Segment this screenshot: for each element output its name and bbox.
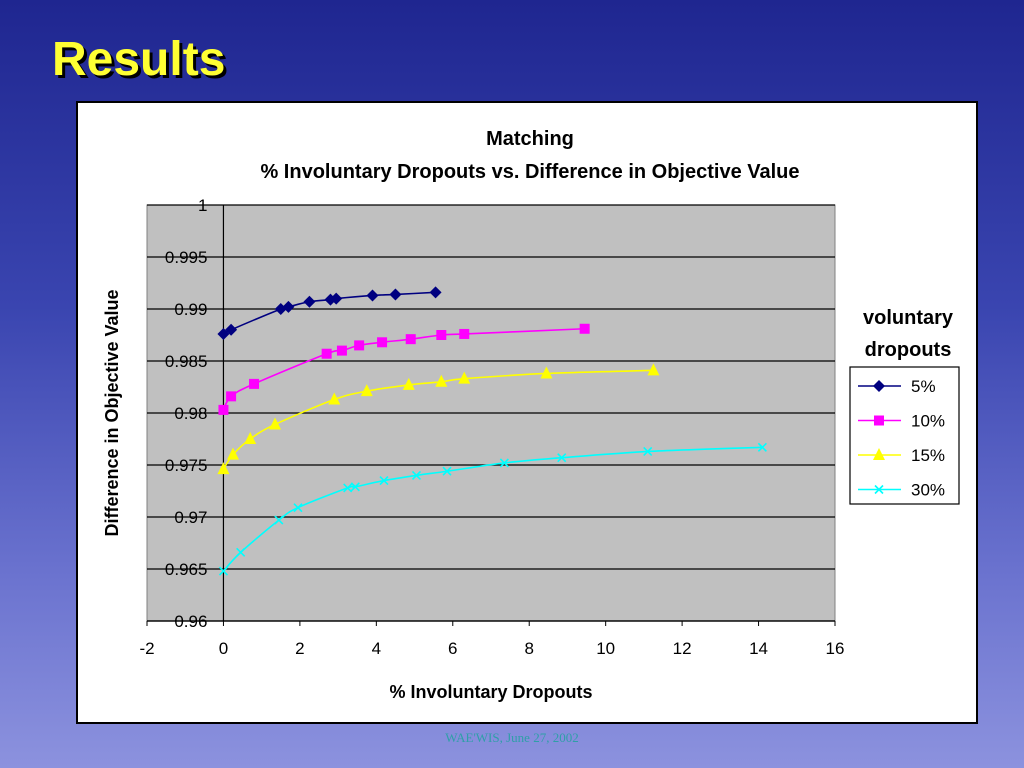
data-point — [377, 337, 388, 348]
legend-marker — [873, 448, 885, 460]
chart-svg: Matching % Involuntary Dropouts vs. Diff… — [102, 128, 960, 702]
data-point — [389, 288, 402, 301]
x-axis-label: % Involuntary Dropouts — [389, 682, 592, 702]
legend-box — [849, 366, 960, 505]
legend-title-line1: voluntary — [863, 307, 954, 329]
data-point — [757, 442, 767, 452]
x-tick-label: 6 — [448, 639, 457, 658]
data-point — [336, 345, 347, 356]
data-point — [459, 328, 470, 339]
data-point — [411, 470, 422, 480]
data-point — [249, 378, 260, 389]
data-point — [647, 363, 660, 376]
x-tick-label: 0 — [219, 639, 228, 658]
data-point — [350, 482, 360, 492]
data-point — [293, 503, 303, 513]
data-point — [557, 453, 567, 463]
y-tick-label: 1 — [198, 196, 207, 215]
data-point — [435, 374, 448, 387]
y-tick-label: 0.99 — [174, 300, 207, 319]
data-point — [218, 566, 229, 576]
data-point — [402, 377, 415, 390]
x-tick-label: 2 — [295, 639, 304, 658]
data-point — [499, 458, 509, 468]
y-axis-label: Difference in Objective Value — [102, 289, 122, 536]
x-tick-label: 14 — [749, 639, 768, 658]
data-point — [579, 323, 590, 334]
legend-label: 30% — [911, 481, 945, 500]
series-line — [222, 291, 436, 335]
data-point — [354, 340, 365, 351]
series-group — [217, 286, 767, 576]
data-point — [303, 295, 316, 308]
chart-title: Matching — [486, 128, 574, 150]
x-tick-label: -2 — [139, 639, 154, 658]
x-tick-label: 4 — [372, 639, 381, 658]
data-point — [429, 286, 442, 299]
legend-items: 5% 10% 15% 30% — [858, 377, 945, 500]
data-point — [225, 323, 238, 336]
data-point — [321, 348, 332, 359]
legend-label: 15% — [911, 446, 945, 465]
data-point — [244, 432, 257, 444]
y-tick-label: 0.975 — [165, 456, 208, 475]
slide-footer: WAE'WIS, June 27, 2002 — [445, 730, 579, 745]
data-point — [343, 483, 353, 493]
x-tick-label: 16 — [826, 639, 845, 658]
data-point — [218, 404, 229, 415]
y-tick-label: 0.97 — [174, 508, 207, 527]
data-point — [226, 391, 237, 402]
legend-label: 5% — [911, 377, 936, 396]
data-point — [330, 292, 343, 305]
data-point — [328, 392, 341, 405]
y-tick-label: 0.985 — [165, 352, 208, 371]
data-point — [274, 515, 284, 525]
data-point — [217, 462, 230, 475]
data-point — [227, 447, 239, 460]
slide-title: Results — [52, 33, 226, 86]
legend-marker — [874, 484, 884, 495]
chart-frame: Matching % Involuntary Dropouts vs. Diff… — [76, 101, 978, 724]
data-point — [436, 330, 447, 340]
x-tick-label: 10 — [596, 639, 615, 658]
data-point — [458, 371, 471, 384]
data-point — [236, 547, 246, 557]
y-tick-label: 0.98 — [174, 404, 207, 423]
data-point — [379, 476, 389, 486]
data-point — [643, 446, 653, 457]
data-point — [269, 417, 282, 430]
y-tick-label: 0.965 — [165, 560, 208, 579]
data-point — [360, 384, 373, 397]
data-point — [282, 300, 295, 313]
data-point — [442, 466, 452, 476]
x-tick-label: 8 — [524, 639, 533, 658]
legend-marker — [874, 415, 884, 426]
x-tick-label: 12 — [673, 639, 692, 658]
data-point — [366, 289, 379, 302]
legend-marker — [873, 380, 885, 392]
data-point — [540, 366, 553, 379]
y-tick-label: 0.995 — [165, 248, 208, 267]
legend-label: 10% — [911, 412, 945, 431]
chart-subtitle: % Involuntary Dropouts vs. Difference in… — [260, 161, 799, 183]
legend-title-line2: dropouts — [865, 339, 952, 361]
data-point — [405, 334, 416, 345]
